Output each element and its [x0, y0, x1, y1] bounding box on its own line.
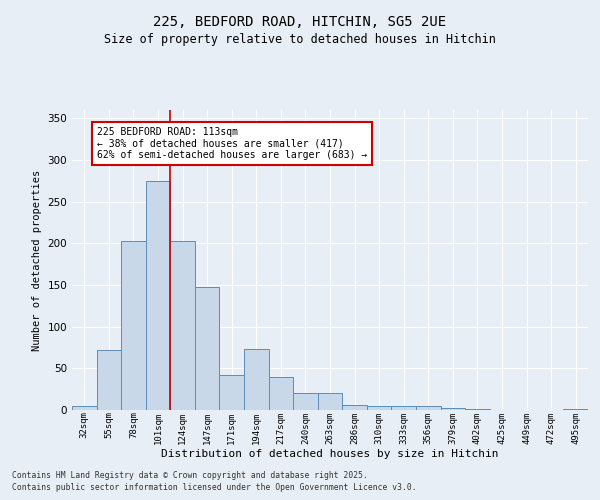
Bar — [342, 405, 367, 410]
Bar — [220, 375, 244, 410]
Text: 225 BEDFORD ROAD: 113sqm
← 38% of detached houses are smaller (417)
62% of semi-: 225 BEDFORD ROAD: 113sqm ← 38% of detach… — [97, 126, 367, 160]
Bar — [391, 406, 416, 410]
Y-axis label: Number of detached properties: Number of detached properties — [32, 170, 42, 350]
Bar — [563, 409, 588, 410]
Bar — [269, 376, 293, 410]
Bar — [293, 394, 318, 410]
Text: Contains public sector information licensed under the Open Government Licence v3: Contains public sector information licen… — [12, 484, 416, 492]
Bar — [367, 406, 391, 410]
Bar — [195, 286, 220, 410]
Bar — [416, 406, 440, 410]
Text: Size of property relative to detached houses in Hitchin: Size of property relative to detached ho… — [104, 32, 496, 46]
Bar — [465, 409, 490, 410]
Text: 225, BEDFORD ROAD, HITCHIN, SG5 2UE: 225, BEDFORD ROAD, HITCHIN, SG5 2UE — [154, 15, 446, 29]
Bar — [97, 350, 121, 410]
X-axis label: Distribution of detached houses by size in Hitchin: Distribution of detached houses by size … — [161, 449, 499, 459]
Bar — [170, 241, 195, 410]
Bar — [121, 241, 146, 410]
Bar — [72, 406, 97, 410]
Bar — [318, 394, 342, 410]
Text: Contains HM Land Registry data © Crown copyright and database right 2025.: Contains HM Land Registry data © Crown c… — [12, 471, 368, 480]
Bar — [244, 349, 269, 410]
Bar — [146, 181, 170, 410]
Bar — [440, 408, 465, 410]
